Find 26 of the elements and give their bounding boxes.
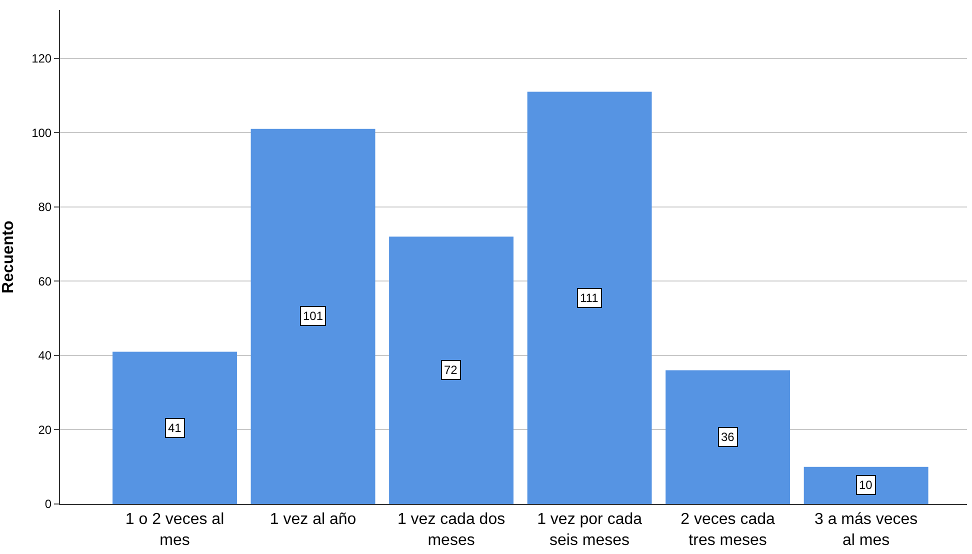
bar [250, 128, 376, 504]
bar [666, 370, 790, 504]
data-label: 36 [721, 430, 735, 444]
bar [112, 352, 237, 504]
bar [389, 236, 514, 504]
bar [804, 466, 928, 504]
y-axis-title: Recuento [0, 220, 17, 294]
data-label: 41 [168, 421, 182, 435]
data-label: 10 [859, 478, 873, 492]
y-tick-label: 0 [44, 497, 52, 512]
data-label: 111 [580, 291, 599, 305]
y-tick-label: 60 [38, 274, 52, 288]
bar [527, 92, 652, 504]
x-tick-label: 3 a más veces al mes [814, 511, 918, 549]
y-tick-label: 20 [38, 422, 52, 437]
y-tick-label: 40 [38, 348, 52, 363]
x-tick-label: 1 o 2 veces al mes [125, 511, 224, 549]
x-tick-label: 1 vez al año [270, 511, 356, 528]
y-tick-label: 120 [32, 51, 52, 66]
y-tick-label: 80 [38, 200, 52, 214]
data-label: 72 [444, 363, 458, 377]
x-tick-label: 1 vez cada dos meses [397, 511, 506, 549]
x-tick-label: 1 vez por cada seis meses [537, 511, 642, 549]
data-label: 101 [303, 309, 324, 323]
x-tick-label: 2 veces cada tres meses [680, 511, 776, 549]
y-tick-label: 100 [32, 126, 52, 140]
